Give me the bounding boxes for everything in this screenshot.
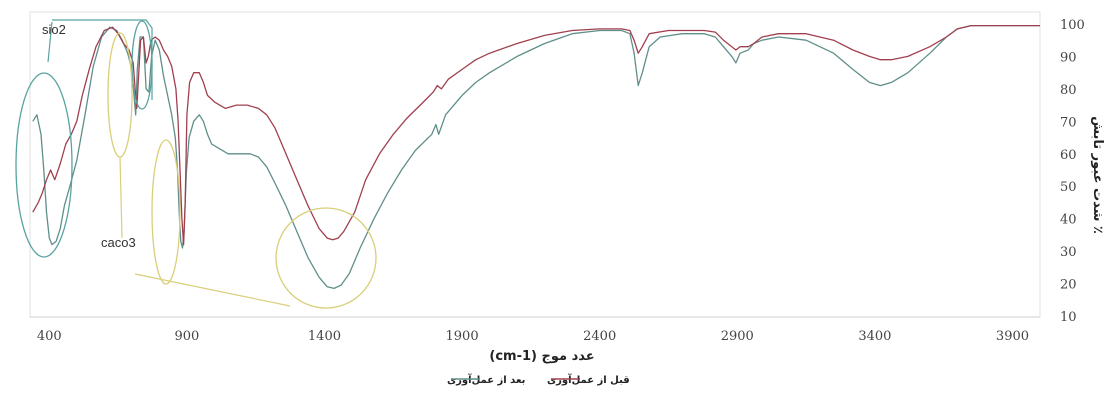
series-line-2 — [32, 24, 1040, 290]
caco3-label: caco3 — [101, 235, 136, 250]
y-tick-label: 70 — [1060, 115, 1077, 130]
y-tick-label: 80 — [1060, 83, 1077, 98]
caco3-ellipse-1 — [107, 32, 133, 158]
caco3-leader-line-2 — [134, 273, 291, 307]
y-tick-label: 100 — [1060, 18, 1085, 33]
caco3-circle — [275, 207, 377, 309]
sio2-label: sio2 — [42, 22, 66, 37]
y-tick-label: 10 — [1060, 310, 1077, 325]
x-tick-label: 2900 — [721, 329, 754, 344]
x-tick-label: 2400 — [583, 329, 616, 344]
plot-frame — [29, 11, 1041, 318]
x-axis-label: عدد موج (cm-1) — [489, 349, 594, 364]
y-axis-label: ٪ شدت عبور تابش — [1090, 116, 1105, 234]
y-tick-label: 40 — [1060, 213, 1077, 228]
x-tick-label: 3900 — [996, 329, 1029, 344]
x-tick-label: 400 — [37, 329, 62, 344]
x-tick-label: 1400 — [308, 329, 341, 344]
series-line-1 — [32, 24, 1040, 246]
y-tick-label: 50 — [1060, 180, 1077, 195]
legend-label-series-1: قبل از عمل‌آوری — [547, 373, 630, 386]
y-tick-label: 30 — [1060, 245, 1077, 260]
y-tick-label: 90 — [1060, 50, 1077, 65]
y-tick-labels: 10 20 30 40 50 60 70 80 90 100 — [1060, 18, 1085, 325]
caco3-leader-line-1 — [119, 156, 123, 239]
sio2-ellipse-2 — [131, 20, 153, 110]
x-tick-label: 900 — [174, 329, 199, 344]
sio2-ellipse-1 — [15, 72, 73, 258]
x-tick-labels: 400 900 1400 1900 2400 2900 3400 3900 — [37, 329, 1029, 344]
x-tick-label: 1900 — [446, 329, 479, 344]
x-tick-label: 3400 — [858, 329, 891, 344]
legend: بعد از عمل‌آوری قبل از عمل‌آوری — [447, 373, 630, 386]
y-tick-label: 60 — [1060, 148, 1077, 163]
series-lines — [32, 24, 1040, 290]
annotation-shapes — [15, 19, 377, 309]
legend-label-series-2: بعد از عمل‌آوری — [447, 373, 525, 386]
y-tick-label: 20 — [1060, 278, 1077, 293]
caco3-ellipse-2 — [151, 139, 181, 285]
sio2-leader-line — [47, 21, 53, 63]
